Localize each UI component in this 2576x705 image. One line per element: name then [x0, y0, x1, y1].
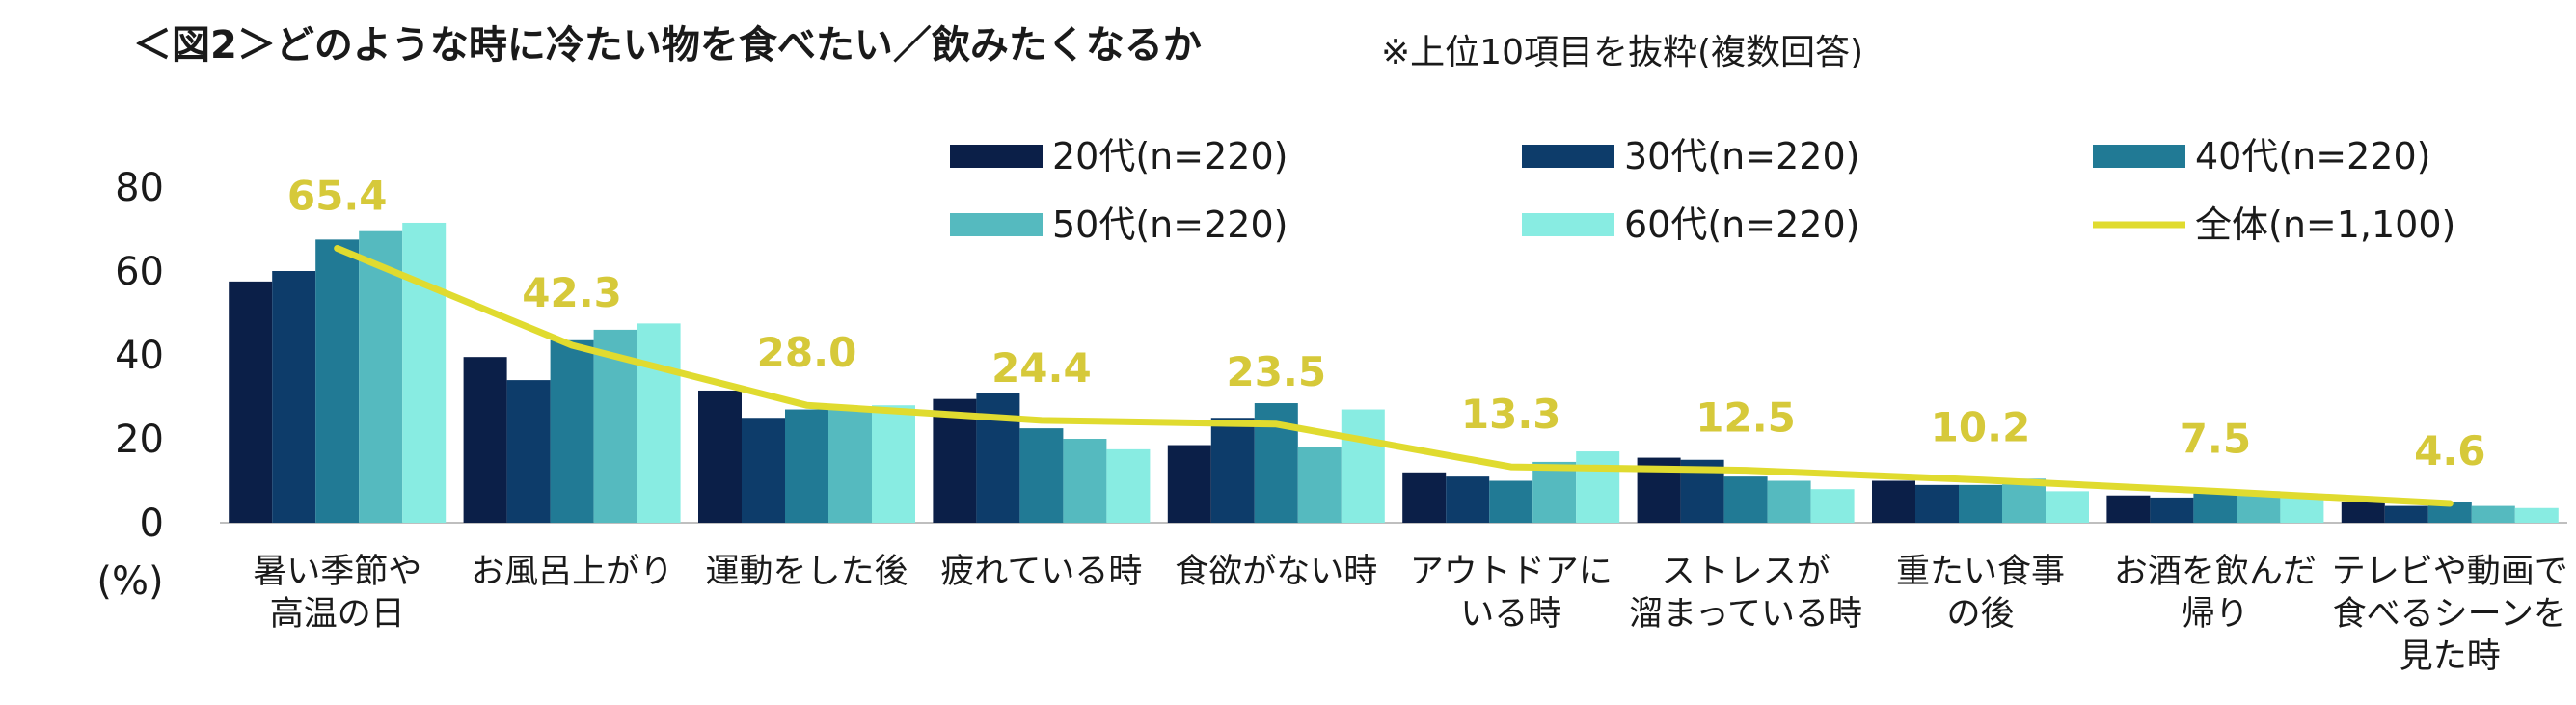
category-label: 重たい食事 [1896, 553, 2065, 591]
legend-swatch [950, 145, 1043, 168]
bar [1446, 476, 1490, 523]
category-label: テレビや動画で [2332, 553, 2568, 591]
bar [272, 271, 316, 523]
category-label: ストレスが [1662, 553, 1830, 591]
legend: 20代(n=220) 30代(n=220) 40代(n=220) 50代(n=220)… [950, 135, 2455, 246]
bar [506, 380, 551, 523]
total-data-label: 24.4 [991, 344, 1092, 392]
total-line [334, 245, 2454, 507]
bar [1297, 447, 1342, 523]
bar [2280, 495, 2324, 523]
bar [828, 409, 872, 523]
y-tick-label: 0 [140, 502, 164, 546]
bar [742, 418, 785, 523]
total-data-label: 7.5 [2180, 415, 2251, 462]
bar [2341, 502, 2385, 523]
y-axis-unit-label: (%) [96, 559, 163, 604]
bar [872, 405, 915, 523]
category-label: 溜まっている時 [1629, 595, 1862, 634]
category-label: 食欲がない時 [1175, 553, 1377, 591]
legend-label: 全体(n=1,100) [2195, 203, 2455, 246]
bar [1810, 489, 1855, 523]
bar [1210, 418, 1255, 523]
legend-label: 20代(n=220) [1052, 135, 1288, 177]
bar [1167, 445, 1211, 523]
bar [2471, 505, 2515, 523]
bar [463, 357, 507, 523]
category-label: 暑い季節や [253, 553, 421, 591]
total-data-label: 23.5 [1226, 348, 1326, 395]
y-tick-label: 40 [115, 334, 164, 378]
bar [1959, 484, 2002, 523]
y-tick-label: 60 [115, 250, 164, 294]
bar [976, 393, 1020, 523]
total-data-label: 10.2 [1931, 404, 2031, 451]
category-label: 疲れている時 [940, 553, 1142, 591]
bar [1341, 409, 1385, 523]
y-tick-label: 80 [115, 166, 164, 210]
bar [2106, 495, 2151, 523]
bar [2514, 507, 2559, 523]
category-label: お酒を飲んだ [2114, 553, 2317, 591]
bar [1489, 480, 1533, 523]
bar [933, 398, 977, 523]
bar [359, 230, 403, 524]
category-label: 運動をした後 [705, 553, 908, 591]
bar [637, 323, 681, 523]
legend-swatch [2093, 145, 2185, 168]
bar [229, 281, 273, 523]
category-label: 見た時 [2400, 637, 2501, 676]
legend-label: 50代(n=220) [1052, 203, 1288, 246]
bars [229, 222, 2559, 524]
bar [2384, 505, 2428, 523]
bar [1106, 448, 1151, 523]
bar [1019, 428, 1064, 523]
total-line-group: 65.4 42.3 28.0 24.4 23.5 13.3 12.5 10.2 7.5 4.6 [287, 173, 2486, 507]
total-data-label: 4.6 [2414, 427, 2485, 475]
legend-label: 60代(n=220) [1624, 203, 1859, 246]
category-label: お風呂上がり [471, 553, 673, 591]
bar [315, 239, 360, 523]
legend-swatch [1522, 213, 1614, 236]
bar [1532, 461, 1577, 523]
bar [698, 390, 742, 523]
legend-label: 40代(n=220) [2195, 135, 2430, 177]
bar [1402, 472, 1447, 523]
bar [2427, 502, 2472, 523]
bar [1915, 484, 1959, 523]
bar [2046, 491, 2089, 523]
category-label: の後 [1946, 595, 2014, 634]
category-label: アウトドアに [1410, 553, 1613, 591]
total-data-label: 12.5 [1695, 394, 1796, 442]
total-data-label: 65.4 [287, 173, 388, 220]
bar [2193, 493, 2237, 523]
legend-swatch [1522, 145, 1614, 168]
bar [550, 339, 594, 523]
bar [1872, 480, 1915, 523]
y-tick-label: 20 [115, 418, 164, 462]
category-label: 高温の日 [270, 595, 405, 634]
bar [1767, 480, 1811, 523]
total-data-label: 28.0 [757, 329, 857, 376]
legend-label: 30代(n=220) [1624, 135, 1859, 177]
category-label: 食べるシーンを [2333, 595, 2567, 634]
bar [2150, 497, 2194, 523]
legend-swatch [950, 213, 1043, 236]
bar [1063, 439, 1107, 523]
category-label: 帰り [2182, 595, 2249, 634]
bar [402, 222, 447, 523]
total-data-label: 13.3 [1461, 391, 1561, 438]
category-label: いる時 [1460, 595, 1561, 634]
total-data-label: 42.3 [522, 269, 622, 316]
bar [1576, 451, 1620, 523]
bar [1723, 476, 1768, 523]
chart-title: ＜図2＞どのような時に冷たい物を食べたい／飲みたくなるか [133, 23, 1202, 68]
chart-subtitle: ※上位10項目を抜粋(複数回答) [1381, 33, 1863, 72]
bar [785, 409, 828, 523]
